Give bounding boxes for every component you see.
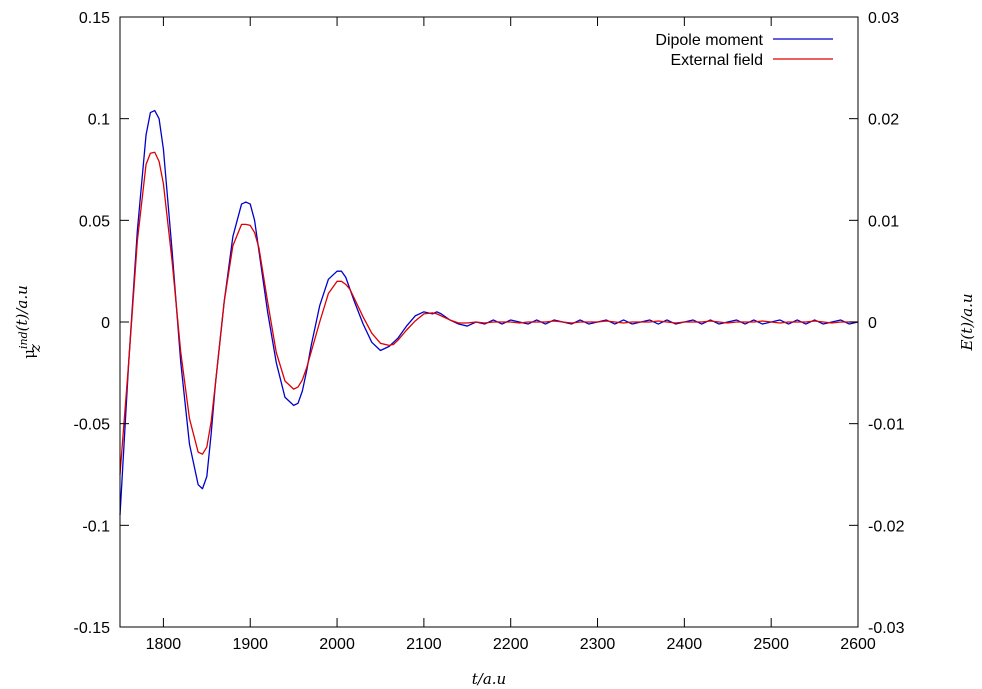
- x-tick-label: 2200: [493, 636, 529, 653]
- y-axis-title-rest: (t)/a.u: [13, 285, 31, 331]
- y2-axis-title: E(t)/a.u: [958, 293, 976, 351]
- y-axis-title-sup: ind: [17, 331, 30, 349]
- y-tick-label: 0.15: [79, 10, 110, 27]
- x-tick-label: 2400: [667, 636, 703, 653]
- y-axis-title-sub: z: [26, 344, 44, 353]
- y-tick-label: 0.1: [88, 112, 110, 129]
- y2-tick-label: -0.01: [868, 417, 905, 434]
- ticks-layer: 1800 1900 2000 2100 2200 2300 2400 2500 2600 -0.1…: [74, 10, 905, 653]
- y-tick-label: -0.1: [82, 518, 110, 535]
- y-axis-title: μind(t)/a.u: [13, 285, 38, 359]
- y-tick-label: 0.05: [79, 213, 110, 230]
- y-tick-label: -0.15: [74, 620, 111, 637]
- x-tick-label: 1800: [146, 636, 182, 653]
- x-tick-label: 2000: [319, 636, 355, 653]
- y-tick-label: 0: [101, 315, 110, 332]
- legend-label: Dipole moment: [655, 32, 763, 49]
- series-layer: [119, 109, 859, 516]
- y2-tick-label: -0.03: [868, 620, 905, 637]
- y2-tick-label: 0.01: [868, 213, 899, 230]
- legend: Dipole moment External field: [655, 32, 833, 69]
- x-tick-label: 2100: [406, 636, 442, 653]
- y-axis-title-symbol: μ: [20, 349, 38, 359]
- series-line-1: [119, 109, 859, 516]
- y-tick-label: -0.05: [74, 417, 111, 434]
- x-tick-label: 1900: [232, 636, 268, 653]
- x-tick-label: 2600: [840, 636, 876, 653]
- x-tick-label: 2500: [753, 636, 789, 653]
- y2-tick-label: 0.03: [868, 10, 899, 27]
- y2-tick-label: 0.02: [868, 112, 899, 129]
- x-axis-title: t/a.u: [472, 670, 506, 688]
- legend-label: External field: [671, 52, 764, 69]
- series-line-2: [119, 151, 858, 475]
- x-tick-label: 2300: [580, 636, 616, 653]
- y2-tick-label: -0.02: [868, 518, 905, 535]
- y2-tick-label: 0: [868, 315, 877, 332]
